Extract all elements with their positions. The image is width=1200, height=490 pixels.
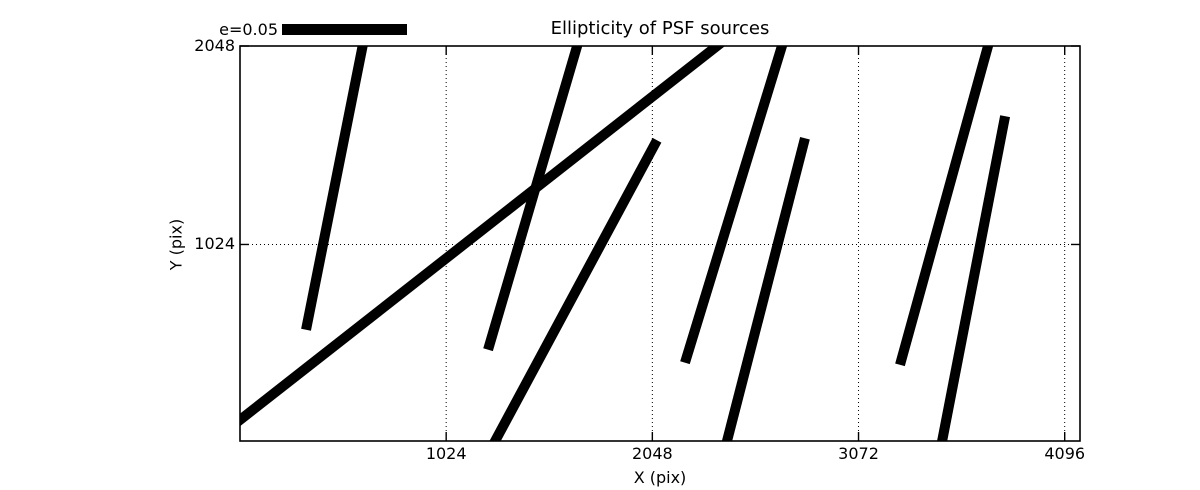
- whisker-segment: [240, 46, 726, 427]
- whisker-segment: [483, 46, 583, 352]
- whisker-segment: [937, 115, 1011, 441]
- legend-label: e=0.05: [219, 20, 278, 39]
- x-axis-label: X (pix): [633, 468, 687, 487]
- x-tick-label: 3072: [838, 444, 879, 463]
- x-tick-label: 2048: [631, 444, 673, 463]
- y-tick-label: 2048: [194, 36, 235, 55]
- whisker-segment: [721, 137, 810, 441]
- x-tick-label: 4096: [1044, 444, 1086, 463]
- chart-title: Ellipticity of PSF sources: [550, 18, 770, 39]
- whisker-segment: [489, 137, 662, 441]
- plot-border: [239, 45, 1081, 442]
- whisker-segment: [895, 46, 994, 367]
- x-tick-label: 1024: [425, 444, 467, 463]
- whisker-segment: [680, 46, 788, 365]
- whisker-segment: [301, 46, 368, 331]
- legend-scale-bar: [282, 24, 407, 35]
- y-tick-label: 1024: [194, 234, 235, 254]
